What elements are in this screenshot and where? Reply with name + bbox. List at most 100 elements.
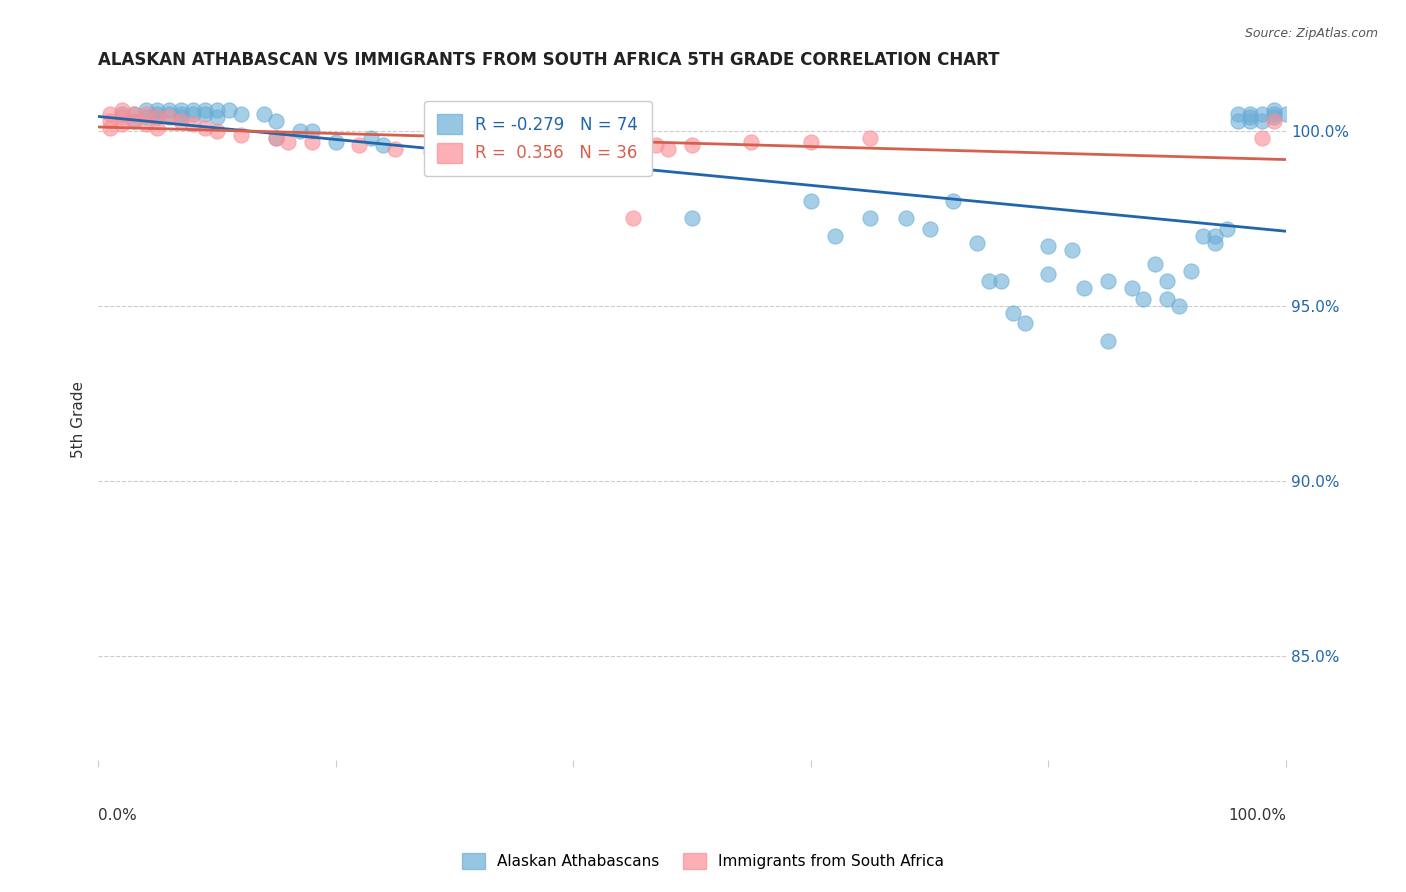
Point (205, 103, 228, 117)
Point (301, 135, 323, 149)
Text: Source: ZipAtlas.com: Source: ZipAtlas.com (1244, 27, 1378, 40)
Point (479, 148, 502, 162)
Point (1097, 274, 1119, 288)
Point (111, 103, 134, 117)
Point (122, 113, 145, 128)
Point (135, 110, 157, 124)
Point (146, 110, 169, 124)
Point (538, 145, 561, 159)
Text: 0.0%: 0.0% (98, 808, 136, 823)
Point (443, 141, 465, 155)
Point (373, 138, 395, 153)
Point (479, 141, 502, 155)
Point (111, 110, 134, 124)
Point (859, 211, 882, 226)
Point (824, 228, 846, 243)
Point (1239, 113, 1261, 128)
Point (1204, 228, 1226, 243)
Point (538, 152, 561, 166)
Point (135, 103, 157, 117)
Legend: R = -0.279   N = 74, R =  0.356   N = 36: R = -0.279 N = 74, R = 0.356 N = 36 (423, 101, 651, 177)
Text: 100.0%: 100.0% (1227, 808, 1286, 823)
Point (146, 106, 169, 120)
Point (1097, 334, 1119, 348)
Point (146, 120, 169, 135)
Point (1275, 106, 1298, 120)
Point (1156, 274, 1178, 288)
Point (181, 103, 204, 117)
Point (98, 120, 121, 135)
Point (229, 128, 252, 142)
Point (894, 211, 917, 226)
Point (1180, 264, 1202, 278)
Point (122, 106, 145, 120)
Point (349, 138, 371, 153)
Point (157, 110, 180, 124)
Point (645, 138, 668, 153)
Point (657, 141, 679, 155)
Point (264, 131, 287, 145)
Point (360, 131, 382, 145)
Point (1191, 228, 1213, 243)
Point (562, 135, 585, 149)
Point (1121, 281, 1143, 295)
Point (419, 145, 441, 159)
Point (1227, 113, 1250, 128)
Point (966, 235, 988, 250)
Point (621, 211, 644, 226)
Point (277, 135, 299, 149)
Legend: Alaskan Athabascans, Immigrants from South Africa: Alaskan Athabascans, Immigrants from Sou… (456, 847, 950, 875)
Point (181, 106, 204, 120)
Point (170, 103, 193, 117)
Point (1144, 257, 1167, 271)
Point (1132, 292, 1154, 306)
Point (325, 135, 347, 149)
Point (990, 274, 1012, 288)
Point (800, 194, 823, 208)
Point (562, 152, 585, 166)
Point (384, 141, 406, 155)
Point (1215, 222, 1237, 236)
Point (977, 274, 1000, 288)
Point (1073, 281, 1095, 295)
Point (918, 222, 941, 236)
Point (800, 135, 823, 149)
Point (1038, 268, 1060, 282)
Point (681, 211, 703, 226)
Point (681, 138, 703, 153)
Point (194, 103, 217, 117)
Point (264, 131, 287, 145)
Point (1014, 316, 1036, 330)
Point (1263, 103, 1285, 117)
Point (1263, 110, 1285, 124)
Point (942, 194, 965, 208)
Point (146, 103, 169, 117)
Point (264, 113, 287, 128)
Point (181, 117, 204, 131)
Point (122, 113, 145, 128)
Point (740, 135, 762, 149)
Point (1156, 292, 1178, 306)
Point (111, 106, 134, 120)
Point (170, 106, 193, 120)
Point (170, 110, 193, 124)
Point (157, 103, 180, 117)
Point (1001, 306, 1024, 320)
Point (1168, 299, 1191, 313)
Point (194, 120, 217, 135)
Point (229, 106, 252, 120)
Point (194, 106, 217, 120)
Y-axis label: 5th Grade: 5th Grade (72, 381, 86, 458)
Point (205, 110, 228, 124)
Point (135, 106, 157, 120)
Point (1227, 106, 1250, 120)
Point (859, 131, 882, 145)
Point (1038, 239, 1060, 253)
Point (1251, 131, 1274, 145)
Point (1251, 106, 1274, 120)
Point (1263, 106, 1285, 120)
Point (1239, 106, 1261, 120)
Point (98, 106, 121, 120)
Point (1251, 113, 1274, 128)
Point (98, 113, 121, 128)
